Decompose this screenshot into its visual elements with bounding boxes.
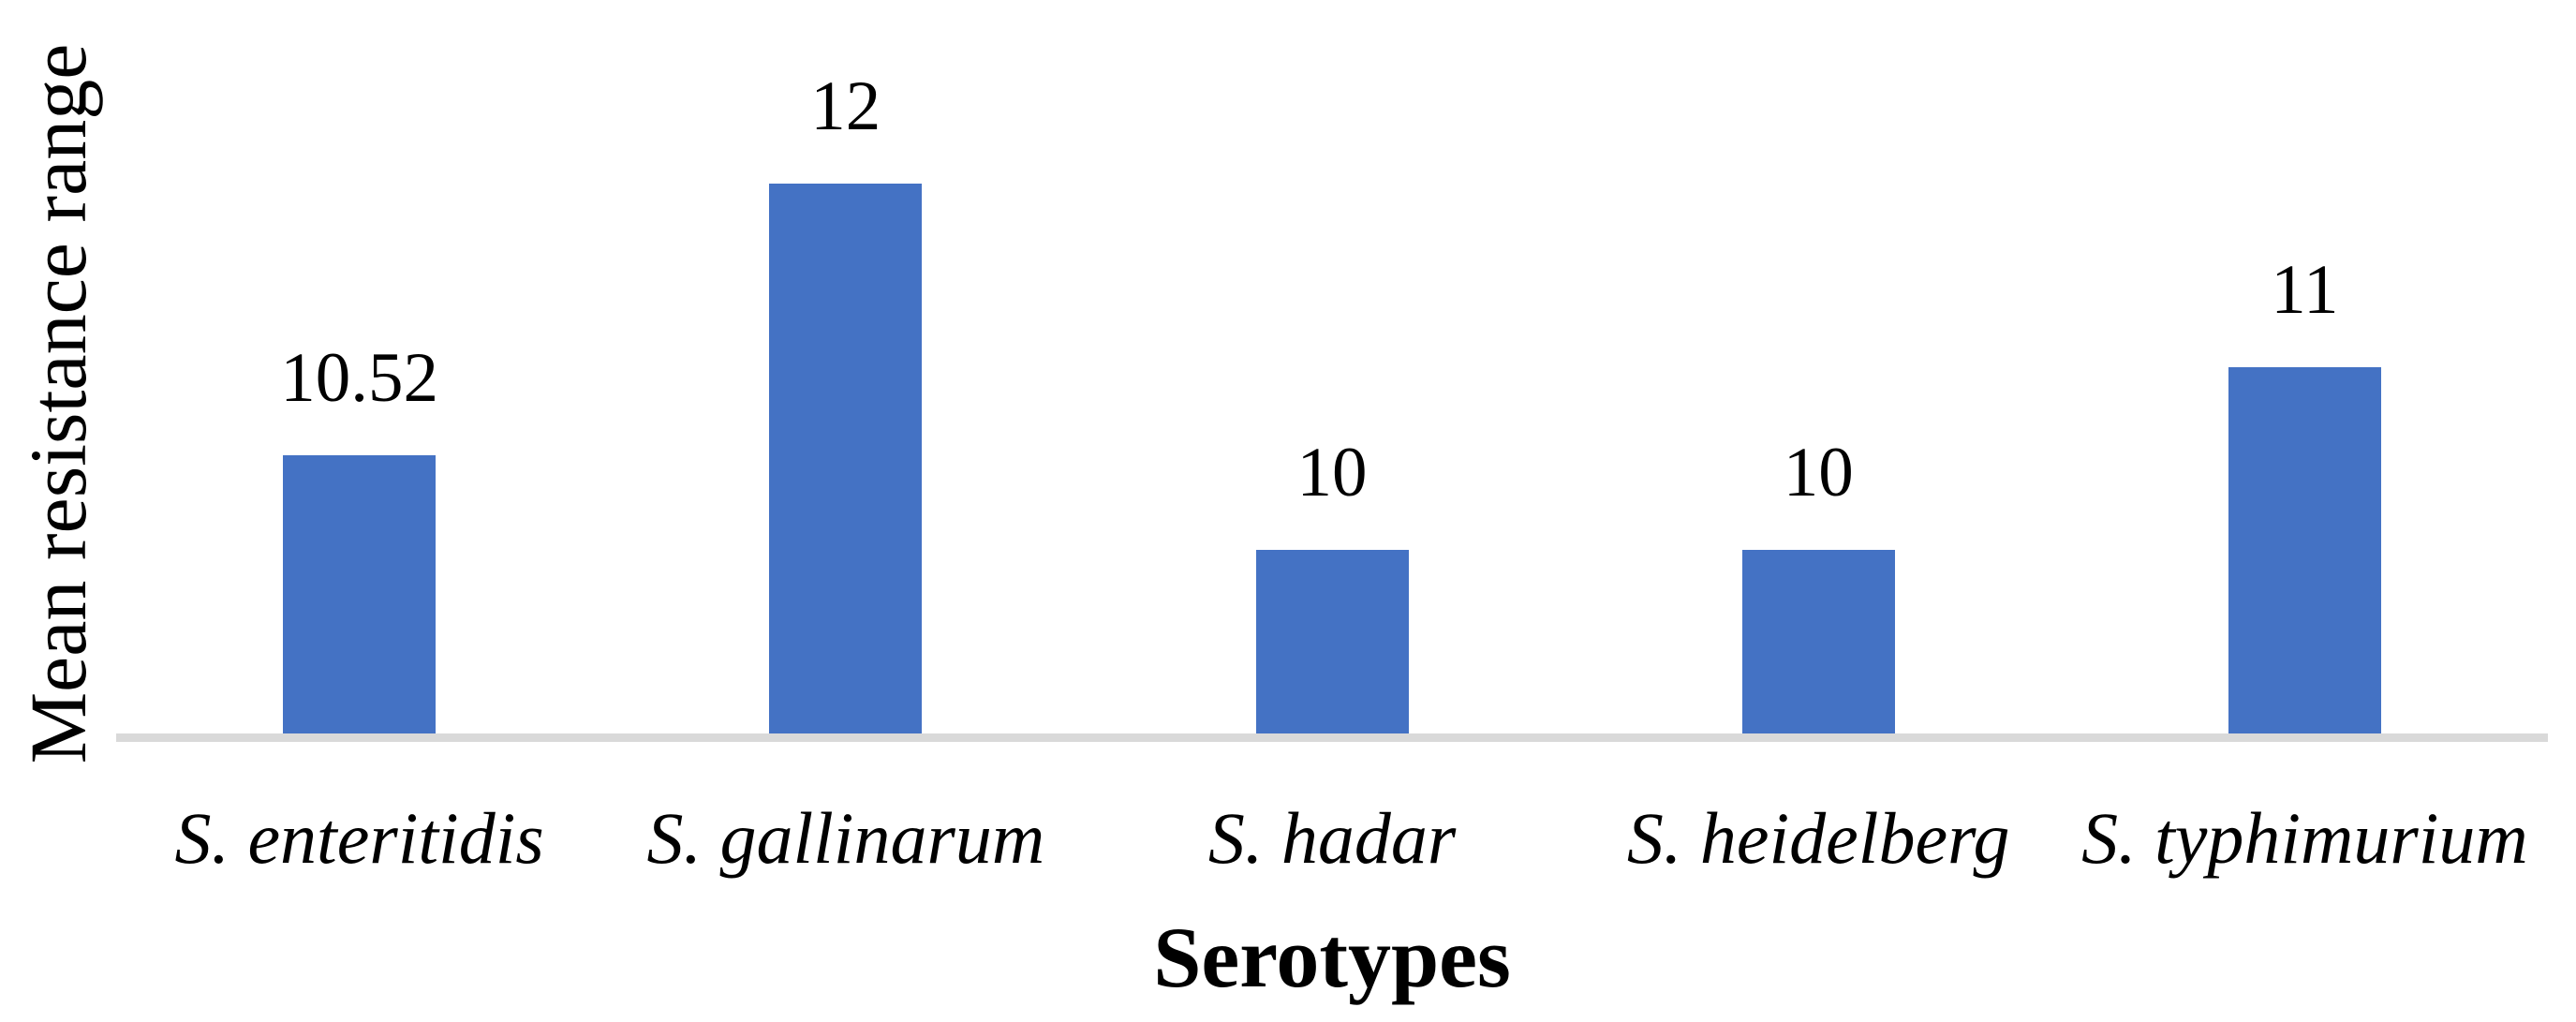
x-axis-tick-labels: S. enteritidis S. gallinarum S. hadar S.…: [116, 796, 2548, 881]
bar-group: 10: [1088, 0, 1575, 733]
bar: [769, 183, 923, 733]
bar: [283, 454, 437, 733]
category-label: S. heidelberg: [1626, 797, 2010, 879]
x-axis-title: Serotypes: [1153, 910, 1511, 1005]
bar-group: 10: [1576, 0, 2062, 733]
bar-value-label: 12: [810, 67, 881, 145]
bar-value-label: 10: [1296, 434, 1368, 512]
bar-group: 12: [602, 0, 1088, 733]
category-label: S. enteritidis: [174, 797, 544, 879]
bar-group: 10.52: [116, 0, 602, 733]
bar-value-label: 11: [2271, 250, 2339, 329]
bar-value-label: 10: [1783, 434, 1854, 512]
bar-value-label: 10.52: [280, 338, 438, 417]
bar-group: 11: [2062, 0, 2548, 733]
x-axis-line: [116, 733, 2548, 742]
bar: [1741, 550, 1895, 733]
category-label: S. gallinarum: [646, 797, 1045, 879]
y-axis-title: Mean resistance range: [13, 43, 103, 764]
category-label: S. hadar: [1207, 797, 1457, 879]
bar: [2228, 366, 2381, 733]
plot-area: 10.52 12 10 10 11: [116, 0, 2548, 733]
bar: [1255, 550, 1409, 733]
category-label: S. typhimurium: [2081, 797, 2528, 879]
